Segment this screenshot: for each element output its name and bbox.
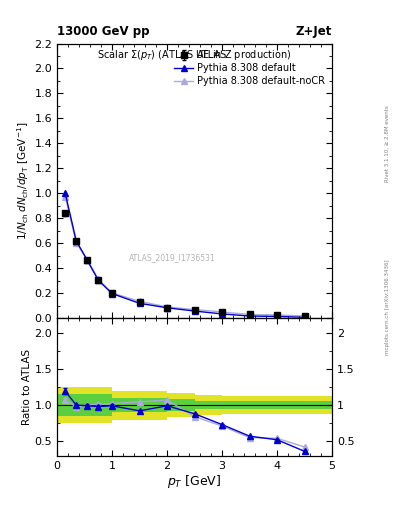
Pythia 8.308 default	[110, 290, 114, 296]
Pythia 8.308 default-noCR	[110, 290, 114, 296]
Pythia 8.308 default	[74, 238, 79, 244]
Text: Scalar $\Sigma(p_T)$ (ATLAS UE in Z production): Scalar $\Sigma(p_T)$ (ATLAS UE in Z prod…	[97, 48, 292, 61]
Pythia 8.308 default	[220, 311, 224, 317]
Legend: ATLAS, Pythia 8.308 default, Pythia 8.308 default-noCR: ATLAS, Pythia 8.308 default, Pythia 8.30…	[172, 48, 327, 88]
Text: ATLAS_2019_I1736531: ATLAS_2019_I1736531	[129, 253, 216, 262]
Pythia 8.308 default-noCR	[137, 298, 142, 304]
Pythia 8.308 default	[165, 305, 169, 311]
Pythia 8.308 default	[192, 308, 197, 314]
Pythia 8.308 default-noCR	[96, 276, 101, 282]
Line: Pythia 8.308 default-noCR: Pythia 8.308 default-noCR	[62, 194, 307, 319]
Pythia 8.308 default-noCR	[85, 257, 90, 263]
Pythia 8.308 default-noCR	[74, 240, 79, 246]
Text: mcplots.cern.ch [arXiv:1306.3436]: mcplots.cern.ch [arXiv:1306.3436]	[385, 260, 389, 355]
Pythia 8.308 default-noCR	[275, 312, 279, 318]
Pythia 8.308 default	[275, 313, 279, 319]
Pythia 8.308 default-noCR	[165, 304, 169, 310]
Pythia 8.308 default	[302, 314, 307, 321]
Pythia 8.308 default	[85, 257, 90, 263]
Pythia 8.308 default-noCR	[302, 313, 307, 319]
Pythia 8.308 default	[247, 313, 252, 319]
Pythia 8.308 default-noCR	[63, 194, 68, 200]
Y-axis label: $1/N_\mathsf{ch}\,dN_\mathsf{ch}/dp_\mathsf{T}$ [GeV$^{-1}$]: $1/N_\mathsf{ch}\,dN_\mathsf{ch}/dp_\mat…	[16, 122, 31, 240]
Pythia 8.308 default-noCR	[220, 309, 224, 315]
Text: Z+Jet: Z+Jet	[296, 26, 332, 38]
Pythia 8.308 default	[63, 190, 68, 197]
Text: 13000 GeV pp: 13000 GeV pp	[57, 26, 149, 38]
Pythia 8.308 default-noCR	[247, 311, 252, 317]
Pythia 8.308 default-noCR	[192, 307, 197, 313]
Line: Pythia 8.308 default: Pythia 8.308 default	[62, 190, 307, 320]
Y-axis label: Ratio to ATLAS: Ratio to ATLAS	[22, 349, 31, 425]
Pythia 8.308 default	[137, 300, 142, 306]
Pythia 8.308 default	[96, 277, 101, 283]
Text: Rivet 3.1.10, ≥ 2.8M events: Rivet 3.1.10, ≥ 2.8M events	[385, 105, 389, 182]
X-axis label: $p_T$ [GeV]: $p_T$ [GeV]	[167, 473, 222, 490]
